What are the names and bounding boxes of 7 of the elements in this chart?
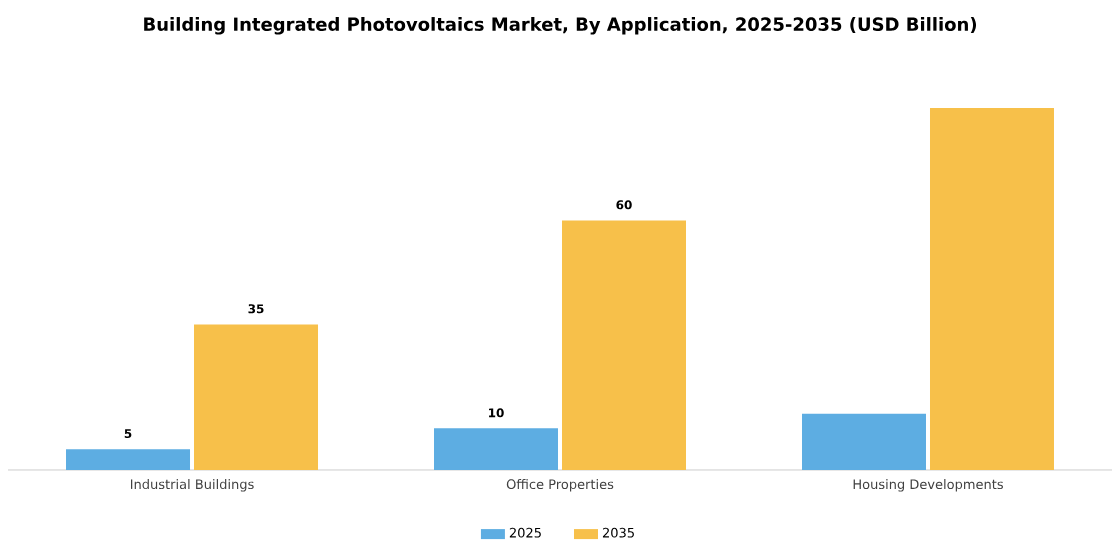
bar bbox=[562, 220, 686, 470]
bar bbox=[802, 413, 926, 470]
bar bbox=[194, 324, 319, 470]
chart-title: Building Integrated Photovoltaics Market, By Application, 2025-2035 (USD Billion) bbox=[144, 17, 977, 35]
bar bbox=[66, 449, 191, 470]
bar bbox=[930, 108, 1054, 470]
bar bbox=[434, 428, 558, 470]
